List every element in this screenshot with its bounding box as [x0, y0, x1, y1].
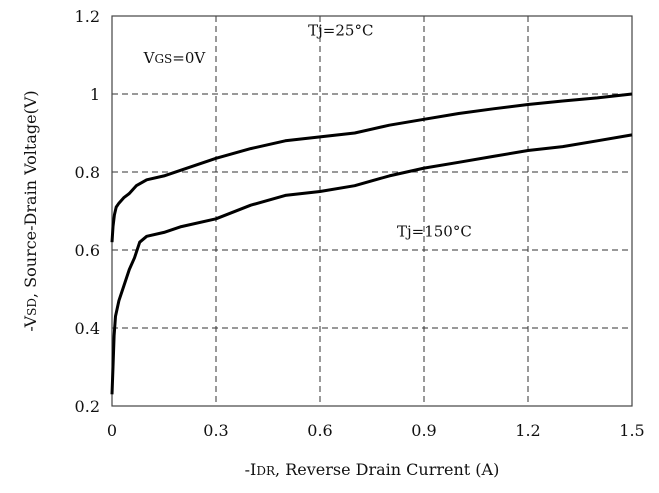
- series-line-1: [110, 92, 633, 243]
- annotation-subscript: GS: [154, 52, 172, 66]
- annotation-text: V: [143, 49, 156, 67]
- series-line-2: [110, 133, 633, 395]
- annotations: VGS=0V Tj=25°C Tj=150°C: [143, 22, 472, 241]
- x-axis-label-rest: , Reverse Drain Current (A): [275, 460, 499, 479]
- x-axis-label: -IDR, Reverse Drain Current (A): [245, 460, 500, 479]
- annotation-tj150: Tj=150°C: [397, 222, 472, 240]
- annotation-tj25: Tj=25°C: [308, 22, 373, 40]
- y-tick-label: 1.2: [75, 7, 100, 26]
- x-tick-labels: 0 0.3 0.6 0.9 1.2 1.5: [107, 421, 645, 440]
- x-tick-label: 0.3: [203, 421, 228, 440]
- y-tick-label: 0.4: [75, 319, 100, 338]
- y-axis-label-sub: SD: [25, 298, 39, 316]
- x-tick-label: 0.6: [307, 421, 332, 440]
- y-tick-label: 0.2: [75, 397, 100, 416]
- gridlines: [112, 16, 632, 406]
- annotation-vgs: VGS=0V: [143, 49, 207, 67]
- y-tick-labels: 0.2 0.4 0.6 0.8 1 1.2: [75, 7, 100, 416]
- y-axis-label-rest: , Source-Drain Voltage(V): [21, 90, 40, 298]
- x-axis-label-sub: DR: [256, 464, 276, 478]
- x-tick-label: 1.5: [619, 421, 644, 440]
- x-tick-label: 1.2: [515, 421, 540, 440]
- y-axis-label: -VSD, Source-Drain Voltage(V): [21, 90, 40, 331]
- series-group: [110, 92, 633, 395]
- x-tick-label: 0: [107, 421, 117, 440]
- y-tick-label: 0.6: [75, 241, 100, 260]
- y-tick-label: 1: [90, 85, 100, 104]
- plot-frame: [111, 15, 633, 407]
- y-axis-label-prefix: -V: [21, 315, 40, 331]
- y-tick-label: 0.8: [75, 163, 100, 182]
- x-axis-label-prefix: -I: [245, 460, 257, 479]
- annotation-text: Tj=25°C: [308, 22, 373, 40]
- annotation-text: Tj=150°C: [397, 222, 472, 240]
- x-tick-label: 0.9: [411, 421, 436, 440]
- annotation-suffix: =0V: [172, 49, 206, 67]
